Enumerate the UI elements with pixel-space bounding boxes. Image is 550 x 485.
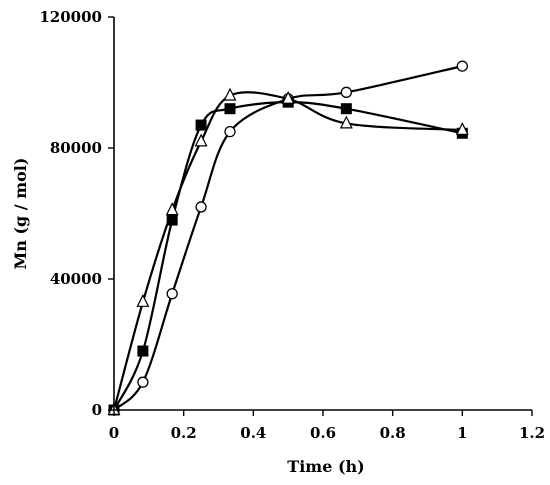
y-axis-ticks: 0 40000 80000 120000 [39, 8, 114, 419]
data-point-filled-square [340, 103, 352, 115]
data-point-filled-square [137, 345, 149, 357]
series-markers [107, 60, 469, 416]
data-point-open-circle [340, 86, 352, 98]
series-line-open-triangle [112, 91, 464, 412]
data-point-open-circle [224, 125, 236, 138]
data-point-open-triangle [455, 122, 469, 135]
data-point-open-triangle [136, 293, 150, 307]
y-tick-label: 40000 [50, 270, 102, 288]
y-tick-label: 120000 [39, 8, 102, 26]
x-tick-label: 1.2 [519, 424, 545, 442]
series-lines [112, 65, 464, 412]
data-point-open-circle [456, 60, 468, 72]
data-point-open-circle [166, 288, 178, 300]
x-tick-label: 1 [457, 424, 467, 442]
data-point-open-triangle [223, 87, 237, 101]
x-tick-label: 0.8 [380, 424, 406, 442]
series-line-filled-square [112, 101, 464, 412]
data-point-open-circle [195, 201, 207, 213]
series-line-open-circle [112, 65, 464, 412]
data-point-open-circle [137, 376, 149, 388]
data-point-open-triangle [339, 115, 353, 129]
data-point-open-triangle [281, 90, 295, 104]
y-axis-title: Mn (g / mol) [11, 158, 30, 270]
data-point-filled-square [166, 214, 178, 226]
x-tick-label: 0 [109, 424, 119, 442]
y-tick-label: 0 [92, 401, 102, 419]
x-axis-title: Time (h) [287, 457, 364, 476]
data-point-filled-square [224, 103, 236, 115]
data-point-filled-square [195, 119, 207, 131]
x-tick-label: 0.4 [240, 424, 266, 442]
x-tick-label: 0.2 [171, 424, 197, 442]
data-point-open-triangle [194, 133, 208, 147]
data-point-open-triangle [165, 202, 179, 216]
y-tick-label: 80000 [50, 139, 102, 157]
x-axis-ticks: 0 0.2 0.4 0.6 0.8 1 1.2 [109, 410, 545, 442]
x-tick-label: 0.6 [310, 424, 336, 442]
